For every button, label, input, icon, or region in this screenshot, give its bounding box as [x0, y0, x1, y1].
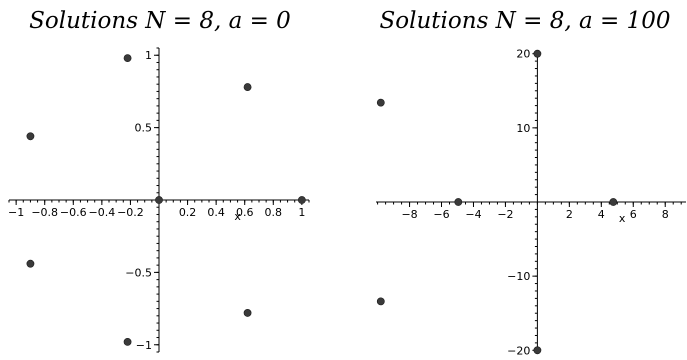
chart-left-x-tick-label: −0.8 [31, 206, 58, 219]
chart-left-point [243, 83, 252, 91]
chart-left: Solutions N = 8, a = 0 −1 −0.8 −0.6 −0.4 −0.… [8, 8, 310, 353]
chart-right-x-tick-label: −6 [433, 208, 449, 221]
chart-right-x-tick-label: 4 [598, 208, 605, 221]
chart-right-y-ticks: −20 −10 10 20 [507, 48, 538, 357]
chart-right-point [454, 198, 463, 206]
chart-left-point [123, 337, 132, 346]
chart-right-x-tick-label: 8 [662, 208, 669, 221]
chart-right-point [376, 98, 385, 107]
chart-left-y-tick-label: 0.5 [135, 122, 153, 135]
chart-left-point [123, 54, 132, 63]
chart-left-x-tick-label: −0.6 [60, 206, 87, 219]
chart-left-y-tick-label: −0.5 [125, 266, 152, 279]
chart-left-x-tick-label: 0.8 [265, 206, 283, 219]
chart-left-x-tick-label: 1 [298, 206, 305, 219]
chart-left-point [297, 196, 306, 204]
chart-right-title: Solutions N = 8, a = 100 [380, 8, 671, 34]
chart-right-x-tick-label: 2 [566, 208, 573, 221]
chart-right-y-tick-label: 10 [516, 122, 530, 135]
chart-left-points [26, 54, 306, 346]
chart-right-point [533, 346, 542, 355]
chart-left-title: Solutions N = 8, a = 0 [29, 8, 291, 34]
chart-right-point [376, 297, 385, 306]
chart-right-x-tick-label: −2 [497, 208, 513, 221]
chart-right-x-tick-label: −4 [465, 208, 481, 221]
chart-left-x-ticks: −1 −0.8 −0.6 −0.4 −0.2 0.2 0.4 0.6 0.8 1 [8, 200, 310, 219]
chart-left-x-tick-label: 0.4 [207, 206, 225, 219]
chart-right-y-tick-label: −10 [507, 270, 530, 283]
chart-left-y-tick-label: 1 [145, 49, 152, 62]
chart-left-x-tick-label: −1 [8, 206, 24, 219]
chart-left-y-ticks: −1 −0.5 0.5 1 [125, 47, 159, 353]
chart-right-x-label: x [619, 212, 626, 225]
chart-left-x-tick-label: −0.4 [88, 206, 115, 219]
chart-left-point [26, 259, 35, 268]
chart-right-points [376, 49, 618, 355]
chart-left-y-tick-label: −1 [136, 339, 152, 352]
chart-left-x-tick-label: 0.2 [179, 206, 197, 219]
chart-right-y-tick-label: 20 [516, 48, 530, 61]
chart-right-x-tick-label: 6 [630, 208, 637, 221]
chart-left-point [26, 132, 35, 141]
chart-left-x-tick-label: −0.2 [117, 206, 144, 219]
chart-right-x-tick-label: −8 [401, 208, 417, 221]
chart-right-point [533, 49, 542, 58]
chart-right-x-ticks: −8 −6 −4 −2 2 4 6 8 [377, 202, 682, 221]
chart-left-point [243, 309, 252, 317]
chart-right-y-tick-label: −20 [507, 344, 530, 357]
chart-left-x-tick-label: 0.6 [236, 206, 254, 219]
chart-right: Solutions N = 8, a = 100 −8 −6 −4 −2 2 4 6 8 −2… [376, 8, 686, 357]
chart-left-x-label: x [234, 210, 241, 223]
chart-right-point [609, 198, 618, 206]
chart-left-point [155, 196, 163, 204]
